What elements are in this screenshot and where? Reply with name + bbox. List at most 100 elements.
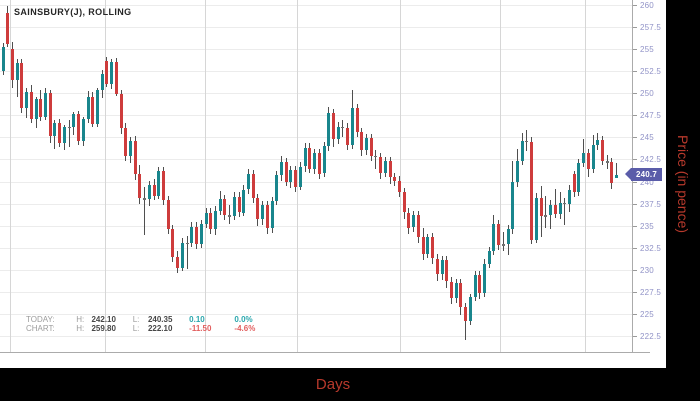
candle-body [393, 177, 397, 181]
today-change-value: 0.10 [189, 315, 205, 324]
candle-body [492, 224, 496, 252]
candle-body [615, 175, 619, 178]
candle-body [516, 161, 519, 183]
candle-body [416, 215, 420, 238]
candle-body [553, 204, 557, 215]
candle-body [421, 237, 425, 255]
gridline-vertical [205, 0, 206, 352]
price-axis-tick [633, 292, 637, 294]
plot-background: 260 257.5 255 252.5 250 247.5 245 242.5 240 237.5… [0, 0, 666, 368]
candle-body [58, 123, 62, 144]
candle-wick [545, 195, 547, 228]
candle-body [128, 140, 132, 156]
candle-body [265, 205, 269, 229]
price-axis-tick [633, 314, 637, 316]
candle-body [114, 62, 118, 94]
candle-body [591, 145, 595, 170]
candle-body [534, 198, 538, 240]
price-axis-label: 240 [640, 177, 654, 187]
candle-body [322, 146, 326, 174]
candle-body [157, 170, 161, 196]
candle-body [511, 182, 515, 230]
gridline-horizontal [0, 314, 632, 316]
candle-body [431, 237, 434, 259]
candle-body [232, 196, 236, 216]
y-axis-title: Price (in pence) [675, 134, 691, 234]
price-axis-label: 235 [640, 221, 654, 231]
candlestick-chart: 260 257.5 255 252.5 250 247.5 245 242.5 240 237.5… [0, 0, 662, 353]
price-axis-label: 260 [640, 0, 654, 10]
candle-body [341, 126, 345, 129]
x-axis-title-bar: Days [0, 368, 666, 401]
candle-body [105, 61, 109, 85]
candle-body [228, 215, 232, 217]
candle-wick [375, 149, 377, 170]
candle-body [20, 62, 24, 108]
candle-body [388, 161, 392, 177]
candle-body [468, 297, 472, 322]
stats-panel: TODAY: H: 242.10 L: 240.35 0.10 0.0% CHA… [26, 315, 270, 333]
candle-body [147, 185, 151, 200]
candle-wick [68, 120, 70, 147]
candle-body [1, 47, 5, 71]
candle-body [327, 113, 331, 147]
candle-body [204, 212, 208, 224]
price-axis-tick [633, 336, 637, 338]
candle-body [473, 275, 477, 298]
today-label: TODAY: [26, 315, 55, 324]
candle-body [261, 205, 265, 219]
price-axis-label: 225 [640, 310, 654, 320]
today-change-percent: 0.0% [234, 315, 253, 324]
last-price-badge: 240.7 [625, 168, 662, 181]
candle-body [294, 170, 298, 187]
candle-body [369, 138, 373, 156]
stats-row-chart: CHART: H: 259.80 L: 222.10 -11.50 -4.6% [26, 324, 270, 333]
candle-body [317, 153, 321, 174]
candle-body [171, 229, 175, 257]
candle-body [152, 185, 156, 196]
candle-body [355, 108, 359, 132]
candle-body [445, 260, 449, 282]
price-axis-label: 252.5 [640, 66, 662, 76]
candle-wick [144, 186, 146, 236]
candle-body [67, 126, 71, 129]
candle-body [563, 202, 567, 205]
price-axis-label: 232.5 [640, 243, 662, 253]
gridline-horizontal [0, 203, 632, 205]
price-axis-tick [633, 159, 637, 161]
gridline-horizontal [0, 292, 632, 294]
candle-body [48, 93, 52, 137]
candle-body [501, 244, 505, 246]
candle-body [119, 93, 123, 129]
candle-body [426, 237, 430, 255]
candle-body [346, 127, 350, 146]
candle-body [308, 147, 312, 170]
price-axis-label: 242.5 [640, 155, 662, 165]
gridline-vertical [10, 0, 11, 352]
candle-body [280, 162, 283, 176]
price-axis-label: 255 [640, 44, 654, 54]
candle-body [190, 226, 194, 244]
candle-body [6, 13, 10, 45]
candle-body [487, 251, 491, 264]
candle-body [610, 162, 614, 184]
candle-body [86, 96, 90, 119]
gridline-horizontal [0, 270, 632, 271]
price-axis-tick [633, 137, 637, 139]
candle-body [284, 162, 288, 182]
candle-body [482, 263, 486, 293]
candle-body [124, 128, 128, 156]
price-axis-tick [633, 48, 637, 50]
today-low-value: 240.35 [147, 315, 173, 324]
candle-body [449, 281, 453, 299]
price-axis-tick [633, 181, 637, 183]
candle-body [275, 175, 279, 201]
gridline-horizontal [0, 70, 632, 72]
candle-body [313, 153, 316, 170]
last-price-value: 240.7 [635, 170, 658, 179]
candle-body [539, 198, 543, 216]
price-axis-tick [633, 115, 637, 117]
price-axis-tick [633, 270, 637, 271]
candle-body [100, 74, 104, 91]
